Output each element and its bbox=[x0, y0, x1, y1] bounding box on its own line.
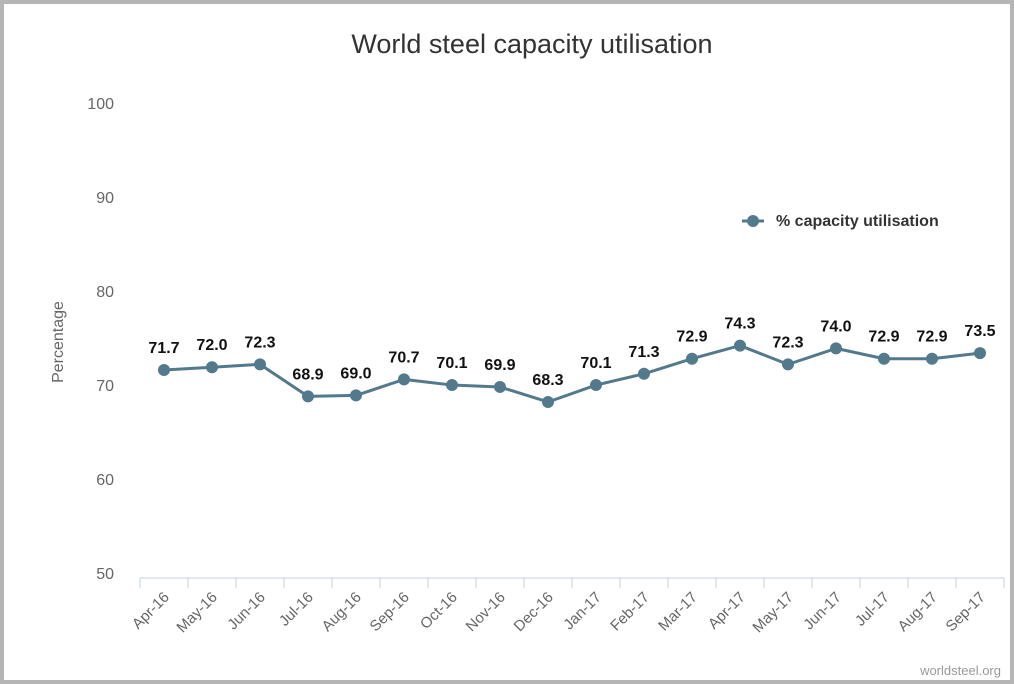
y-axis: 50 60 70 80 90 100 bbox=[87, 96, 114, 583]
data-point[interactable] bbox=[446, 379, 458, 392]
y-tick-label: 90 bbox=[96, 190, 114, 207]
data-point[interactable] bbox=[974, 347, 986, 360]
data-point[interactable] bbox=[302, 390, 314, 403]
data-label: 72.9 bbox=[916, 329, 947, 346]
data-label: 70.1 bbox=[436, 355, 467, 372]
data-point[interactable] bbox=[734, 339, 746, 352]
data-label: 71.7 bbox=[148, 340, 179, 357]
data-point[interactable] bbox=[542, 395, 554, 408]
x-tick-label: Jun-17 bbox=[800, 589, 844, 633]
data-point[interactable] bbox=[350, 389, 362, 402]
x-tick-label: Aug-17 bbox=[895, 589, 941, 635]
x-tick-label: Oct-16 bbox=[417, 589, 461, 633]
data-point[interactable] bbox=[254, 358, 266, 371]
x-tick-label: Jan-17 bbox=[560, 589, 604, 633]
x-tick-label: Sep-17 bbox=[943, 589, 989, 635]
y-tick-label: 80 bbox=[96, 284, 114, 301]
y-tick-label: 100 bbox=[87, 96, 114, 113]
x-tick-label: Jun-16 bbox=[224, 589, 268, 633]
data-point[interactable] bbox=[398, 373, 410, 386]
x-tick-label: Apr-17 bbox=[705, 589, 749, 633]
data-label: 72.3 bbox=[772, 334, 803, 351]
y-tick-label: 70 bbox=[96, 378, 114, 395]
data-label: 70.7 bbox=[388, 349, 419, 366]
series-line bbox=[163, 344, 981, 404]
data-point[interactable] bbox=[158, 364, 170, 377]
line-chart: World steel capacity utilisation Percent… bbox=[50, 29, 1005, 678]
y-tick-label: 50 bbox=[96, 566, 114, 583]
x-tick-label: Mar-17 bbox=[655, 589, 701, 635]
data-label: 72.0 bbox=[196, 337, 227, 354]
legend-marker-symbol bbox=[747, 215, 759, 227]
data-point[interactable] bbox=[878, 352, 890, 365]
x-tick-label: May-16 bbox=[173, 589, 220, 636]
data-label: 70.1 bbox=[580, 355, 611, 372]
x-tick-label: May-17 bbox=[749, 589, 796, 636]
data-point[interactable] bbox=[638, 367, 650, 380]
x-axis: Apr-16 May-16 Jun-16 Jul-16 Aug-16 Sep-16 Oct-… bbox=[129, 577, 1005, 636]
data-point[interactable] bbox=[590, 379, 602, 392]
x-tick-label: Feb-17 bbox=[607, 589, 653, 635]
data-label: 73.5 bbox=[964, 323, 995, 340]
data-point[interactable] bbox=[782, 358, 794, 371]
y-axis-label: Percentage bbox=[50, 301, 67, 383]
x-tick-label: Apr-16 bbox=[129, 589, 173, 633]
y-tick-label: 60 bbox=[96, 472, 114, 489]
data-label: 69.0 bbox=[340, 365, 371, 382]
data-point[interactable] bbox=[830, 342, 842, 355]
data-label: 69.9 bbox=[484, 357, 515, 374]
series-group: 71.7 72.0 72.3 68.9 69.0 70.7 70.1 69.9 68.3 70.1… bbox=[148, 316, 996, 408]
data-label: 68.3 bbox=[532, 372, 563, 389]
x-tick-label: Sep-16 bbox=[367, 589, 413, 635]
data-point[interactable] bbox=[926, 352, 938, 365]
credit-text[interactable]: worldsteel.org bbox=[919, 663, 1001, 678]
data-point[interactable] bbox=[206, 361, 218, 374]
data-label: 71.3 bbox=[628, 344, 659, 361]
data-label: 72.9 bbox=[676, 329, 707, 346]
data-label: 68.9 bbox=[292, 366, 323, 383]
chart-title: World steel capacity utilisation bbox=[351, 29, 712, 59]
data-label: 72.9 bbox=[868, 329, 899, 346]
x-tick-label: Aug-16 bbox=[319, 589, 365, 635]
data-point[interactable] bbox=[494, 380, 506, 393]
data-label: 72.3 bbox=[244, 334, 275, 351]
data-point[interactable] bbox=[686, 352, 698, 365]
x-tick-label: Jul-16 bbox=[276, 589, 317, 630]
data-label: 74.3 bbox=[724, 316, 755, 333]
x-tick-label: Nov-16 bbox=[463, 589, 509, 635]
x-tick-label: Dec-16 bbox=[511, 589, 557, 635]
legend-label: % capacity utilisation bbox=[776, 213, 939, 230]
x-tick-label: Jul-17 bbox=[852, 589, 893, 630]
legend[interactable]: % capacity utilisation bbox=[742, 213, 939, 230]
data-label: 74.0 bbox=[820, 318, 851, 335]
